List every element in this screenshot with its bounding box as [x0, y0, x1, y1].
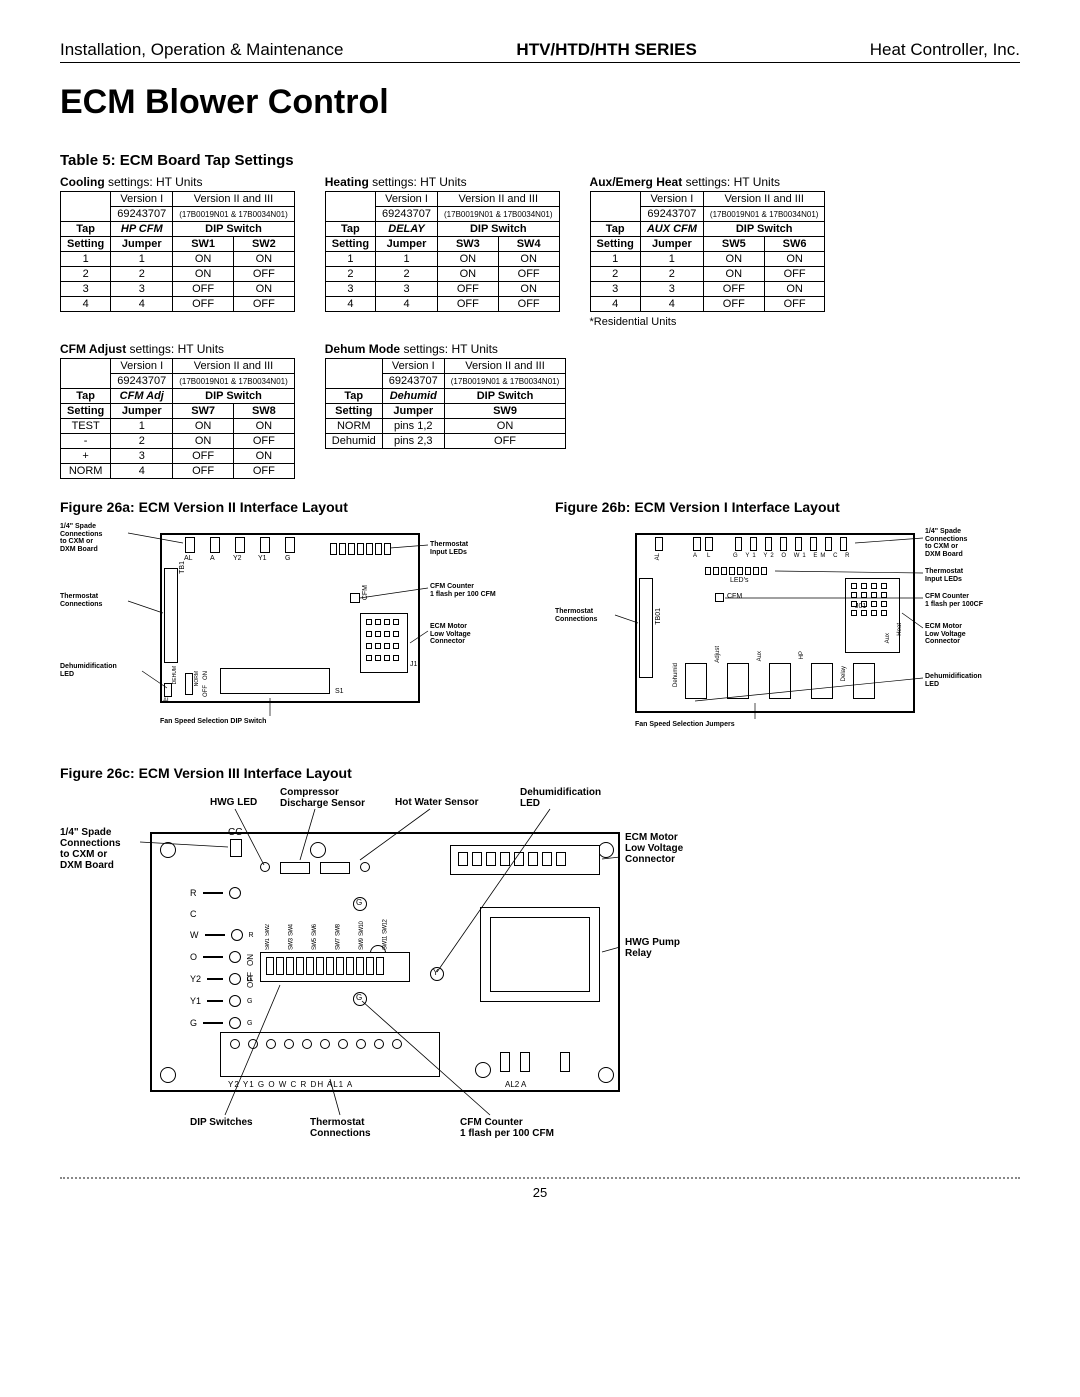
- table-row: 11ONON: [325, 252, 559, 267]
- table-caption: Aux/Emerg Heat settings: HT Units: [590, 175, 826, 189]
- data-table: Version IVersion II and III69243707(17B0…: [590, 191, 826, 312]
- table-row: 22ONOFF: [590, 267, 825, 282]
- header-left: Installation, Operation & Maintenance: [60, 40, 344, 60]
- table-dehum: Dehum Mode settings: HT Units Version IVe…: [325, 342, 567, 449]
- data-table: Version IVersion II and III69243707(17B0…: [60, 191, 295, 312]
- table-row: +3OFFON: [61, 449, 295, 464]
- fig26a-diagram: AL A Y2 Y1 G TB1 CFM: [60, 523, 525, 743]
- table-caption: CFM Adjust settings: HT Units: [60, 342, 295, 356]
- table-row: 22ONOFF: [61, 267, 295, 282]
- table-caption: Dehum Mode settings: HT Units: [325, 342, 567, 356]
- fig26b-heading: Figure 26b: ECM Version I Interface Layo…: [555, 499, 1020, 515]
- table-row: 33OFFON: [61, 282, 295, 297]
- data-table: Version IVersion II and III69243707(17B0…: [325, 191, 560, 312]
- table-caption: Heating settings: HT Units: [325, 175, 560, 189]
- table-row: NORM4OFFOFF: [61, 464, 295, 479]
- table-row: -2ONOFF: [61, 434, 295, 449]
- table-note: *Residential Units: [590, 316, 826, 328]
- header-right: Heat Controller, Inc.: [870, 40, 1020, 60]
- fig26a-heading: Figure 26a: ECM Version II Interface Lay…: [60, 499, 525, 515]
- fig26c-heading: Figure 26c: ECM Version III Interface La…: [60, 765, 1020, 781]
- table-row: 11ONON: [590, 252, 825, 267]
- table-row: TEST1ONON: [61, 419, 295, 434]
- tables-row-1: Cooling settings: HT Units Version IVersi…: [60, 175, 1020, 328]
- table-row: 22ONOFF: [325, 267, 559, 282]
- figure-26b: Figure 26b: ECM Version I Interface Layo…: [555, 499, 1020, 743]
- table-row: 44OFFOFF: [61, 297, 295, 312]
- tables-row-2: CFM Adjust settings: HT Units Version IVe…: [60, 342, 1020, 479]
- table-row: NORMpins 1,2ON: [325, 419, 566, 434]
- figure-26a: Figure 26a: ECM Version II Interface Lay…: [60, 499, 525, 743]
- fig26b-diagram: G Y1 Y2 O W1 EM C R AL A L LED's CFM: [555, 523, 1020, 743]
- table-row: Dehumidpins 2,3OFF: [325, 434, 566, 449]
- data-table: Version IVersion II and III69243707(17B0…: [60, 358, 295, 479]
- table5-heading: Table 5: ECM Board Tap Settings: [60, 152, 1020, 169]
- table-row: 11ONON: [61, 252, 295, 267]
- page-footer: 25: [60, 1177, 1020, 1200]
- data-table: Version IVersion II and III69243707(17B0…: [325, 358, 567, 449]
- fig26c-diagram: CC R C WR O Y2G Y1G GG G G Y: [60, 797, 680, 1157]
- table-cooling: Cooling settings: HT Units Version IVersi…: [60, 175, 295, 312]
- table-row: 44OFFOFF: [590, 297, 825, 312]
- page-title: ECM Blower Control: [60, 83, 1020, 122]
- page-header: Installation, Operation & Maintenance HT…: [60, 40, 1020, 63]
- page-number: 25: [533, 1185, 547, 1200]
- figures-row: Figure 26a: ECM Version II Interface Lay…: [60, 499, 1020, 743]
- table-aux: Aux/Emerg Heat settings: HT Units Version…: [590, 175, 826, 328]
- table-row: 33OFFON: [325, 282, 559, 297]
- table-row: 44OFFOFF: [325, 297, 559, 312]
- header-center: HTV/HTD/HTH SERIES: [516, 40, 696, 60]
- table-heating: Heating settings: HT Units Version IVersi…: [325, 175, 560, 312]
- table-cfm_adjust: CFM Adjust settings: HT Units Version IVe…: [60, 342, 295, 479]
- table-row: 33OFFON: [590, 282, 825, 297]
- table-caption: Cooling settings: HT Units: [60, 175, 295, 189]
